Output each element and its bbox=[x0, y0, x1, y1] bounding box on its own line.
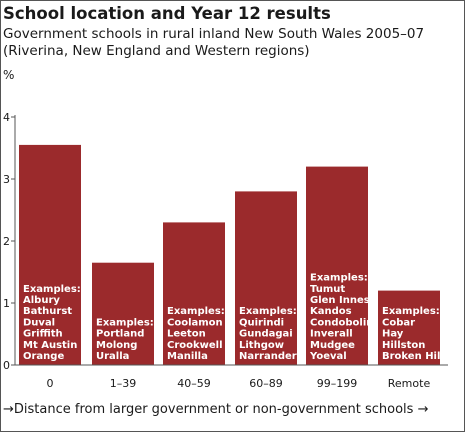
x-tick-label-0: 0 bbox=[47, 377, 54, 390]
bar-0-annotation-1: Albury bbox=[23, 295, 60, 306]
bar-4 bbox=[306, 166, 368, 365]
bar-2-annotation-3: Crookwell bbox=[167, 340, 223, 351]
bar-0-annotation-6: Orange bbox=[23, 351, 64, 362]
bar-2-annotation-2: Leeton bbox=[167, 329, 206, 340]
bar-2-annotation-4: Manilla bbox=[167, 351, 208, 362]
subtitle-line-2: (Riverina, New England and Western regio… bbox=[3, 43, 310, 59]
bar-5-annotation-4: Broken Hill bbox=[382, 351, 444, 362]
y-axis-label: % bbox=[3, 68, 15, 82]
bar-5 bbox=[378, 290, 440, 365]
bar-1-annotation-3: Uralla bbox=[96, 351, 129, 362]
y-tick-label-0: 0 bbox=[3, 359, 10, 372]
y-tick-label-2: 2 bbox=[3, 235, 10, 248]
bar-3 bbox=[235, 191, 297, 365]
x-tick-label-2: 40–59 bbox=[177, 377, 211, 390]
bar-4-annotation-3: Kandos bbox=[310, 306, 352, 317]
bar-3-annotation-2: Gundagai bbox=[239, 329, 293, 340]
bar-4-annotation-7: Yoeval bbox=[309, 351, 347, 362]
x-tick-label-5: Remote bbox=[388, 377, 431, 390]
bar-4-annotation-4: Condobolin bbox=[310, 317, 373, 328]
bar-4-annotation-1: Tumut bbox=[310, 284, 345, 295]
bar-0 bbox=[19, 144, 81, 365]
y-tick-label-1: 1 bbox=[3, 297, 10, 310]
bar-1 bbox=[92, 262, 154, 365]
bar-0-annotation-0: Examples: bbox=[23, 284, 81, 295]
bar-0-annotation-3: Duval bbox=[23, 317, 55, 328]
bar-0-annotation-5: Mt Austin bbox=[23, 340, 77, 351]
bar-5-annotation-3: Hillston bbox=[382, 340, 425, 351]
bar-5-annotation-2: Hay bbox=[382, 329, 404, 340]
y-tick-label-4: 4 bbox=[3, 111, 10, 124]
bar-4-annotation-2: Glen Innes bbox=[310, 295, 370, 306]
bar-3-annotation-3: Lithgow bbox=[239, 340, 284, 351]
x-tick-label-1: 1–39 bbox=[110, 377, 137, 390]
bar-3-annotation-1: Quirindi bbox=[239, 317, 284, 328]
bar-3-annotation-0: Examples: bbox=[239, 306, 297, 317]
bar-4-annotation-6: Mudgee bbox=[310, 340, 355, 351]
bar-1-annotation-2: Molong bbox=[96, 340, 137, 351]
subtitle-line-1: Government schools in rural inland New S… bbox=[3, 26, 425, 42]
chart-title: School location and Year 12 results bbox=[3, 4, 331, 23]
bar-1-annotation-0: Examples: bbox=[96, 317, 154, 328]
bar-1-annotation-1: Portland bbox=[96, 329, 144, 340]
bar-5-annotation-0: Examples: bbox=[382, 306, 440, 317]
bar-3-annotation-4: Narrandera bbox=[239, 351, 303, 362]
bar-2-annotation-1: Coolamon bbox=[167, 317, 223, 328]
y-tick-label-3: 3 bbox=[3, 173, 10, 186]
x-tick-label-4: 99–199 bbox=[317, 377, 358, 390]
x-axis-title: →Distance from larger government or non-… bbox=[3, 402, 429, 417]
bar-0-annotation-4: Griffith bbox=[23, 329, 63, 340]
x-tick-label-3: 60–89 bbox=[249, 377, 283, 390]
bar-0-annotation-2: Bathurst bbox=[23, 306, 72, 317]
bar-4-annotation-0: Examples: bbox=[310, 273, 368, 284]
chart-subtitle: Government schools in rural inland New S… bbox=[3, 26, 424, 60]
bar-2 bbox=[163, 222, 225, 365]
bar-5-annotation-1: Cobar bbox=[382, 317, 415, 328]
bar-2-annotation-0: Examples: bbox=[167, 306, 225, 317]
bar-4-annotation-5: Inverall bbox=[310, 329, 353, 340]
